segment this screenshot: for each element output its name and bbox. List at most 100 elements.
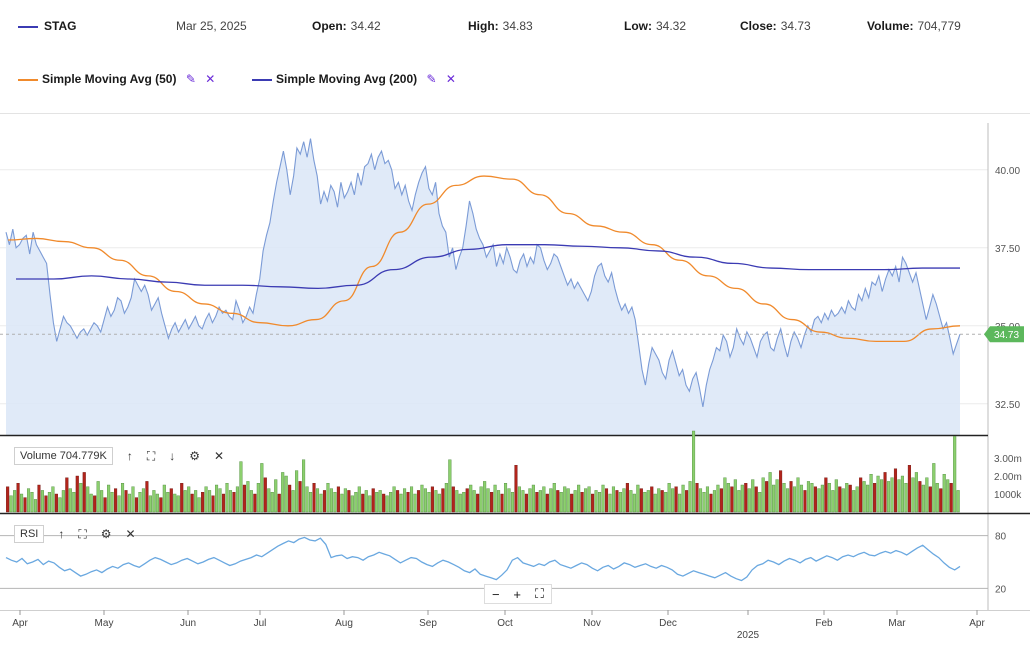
chart-header: STAG Mar 25, 2025 Open: 34.42 High: 34.83 … xyxy=(0,0,1030,110)
volume-bar xyxy=(100,490,104,513)
volume-bar xyxy=(956,490,960,513)
volume-bar xyxy=(845,483,849,513)
volume-bar xyxy=(639,488,643,513)
close-icon[interactable]: ✕ xyxy=(214,449,225,463)
volume-bar xyxy=(949,483,953,513)
volume-bar xyxy=(925,477,929,513)
volume-bar xyxy=(705,486,710,513)
volume-bar xyxy=(678,493,682,513)
volume-bar xyxy=(302,459,306,513)
volume-bar xyxy=(907,465,911,513)
rsi-toolbar: RSI ↑ ⛶ ⚙ ✕ xyxy=(14,525,150,543)
volume-bar xyxy=(862,481,866,513)
sma50-swatch xyxy=(18,78,38,81)
volume-bar xyxy=(740,484,744,513)
sma50-line xyxy=(7,175,961,343)
volume-bar xyxy=(500,493,504,513)
arrow-up-icon[interactable]: ↑ xyxy=(58,527,65,541)
volume-bar xyxy=(827,483,831,513)
volume-bar xyxy=(201,492,205,513)
date-value: Mar 25, 2025 xyxy=(176,19,247,33)
pencil-icon[interactable]: ✎ xyxy=(426,72,437,86)
volume-bar xyxy=(608,493,612,513)
volume-bar xyxy=(702,492,706,513)
volume-bar xyxy=(416,490,421,513)
volume-bar xyxy=(26,488,31,513)
volume-bar xyxy=(33,499,38,513)
volume-bar xyxy=(385,495,389,513)
x-tick-label: Jul xyxy=(254,618,267,629)
volume-bar xyxy=(469,484,473,513)
volume-bar xyxy=(20,493,24,513)
sma200-label: Simple Moving Avg (200) xyxy=(276,72,418,86)
maximize-icon[interactable]: ⛶ xyxy=(78,526,87,541)
volume-bar xyxy=(333,492,337,513)
volume-bar xyxy=(263,477,267,513)
volume-bar xyxy=(159,497,163,513)
volume-bar xyxy=(942,474,946,513)
high-label: High: xyxy=(468,19,499,33)
volume-bar xyxy=(364,490,368,513)
volume-bar xyxy=(841,488,845,513)
arrow-up-icon[interactable]: ↑ xyxy=(126,449,133,463)
volume-bar xyxy=(577,484,581,513)
last-price-badge xyxy=(984,326,1024,343)
volume-bar xyxy=(107,484,111,513)
volume-bar xyxy=(587,486,591,513)
volume-bar xyxy=(82,472,86,513)
maximize-icon[interactable]: ⛶ xyxy=(146,448,156,463)
volume-bar xyxy=(786,488,790,513)
volume-bar xyxy=(169,488,173,513)
volume-bar xyxy=(911,477,915,513)
volume-bar xyxy=(305,486,309,513)
quote-close: Close: 34.73 xyxy=(740,19,811,33)
volume-bar xyxy=(601,484,605,513)
close-icon[interactable]: ✕ xyxy=(445,72,456,86)
volume-bar xyxy=(357,486,361,513)
volume-bar xyxy=(72,492,76,513)
zoom-out-button[interactable]: − xyxy=(491,586,500,602)
volume-bar xyxy=(848,484,852,513)
close-icon[interactable]: ✕ xyxy=(205,72,216,86)
x-tick-label: Jun xyxy=(180,618,196,629)
volume-bar xyxy=(6,486,10,513)
volume-bar xyxy=(228,490,233,513)
volume-bar xyxy=(437,493,441,513)
volume-bar xyxy=(232,492,236,513)
price-line xyxy=(5,138,961,407)
gear-icon[interactable]: ⚙ xyxy=(189,449,201,463)
fit-screen-button[interactable]: ⛶ xyxy=(534,586,545,601)
price-y-tick: 40.00 xyxy=(995,166,1020,177)
arrow-down-icon[interactable]: ↓ xyxy=(169,449,176,463)
volume-bar xyxy=(650,486,654,513)
indicator-legend: Simple Moving Avg (50) ✎ ✕ Simple Moving… xyxy=(0,72,1030,90)
volume-bar xyxy=(779,470,783,513)
volume-bar xyxy=(591,493,595,513)
volume-bar xyxy=(573,490,577,513)
volume-bar xyxy=(409,486,414,513)
zoom-in-button[interactable]: + xyxy=(513,586,522,602)
volume-bar xyxy=(503,483,508,513)
volume-bar xyxy=(723,477,727,513)
pencil-icon[interactable]: ✎ xyxy=(185,72,196,86)
volume-bar xyxy=(935,483,939,513)
gear-icon[interactable]: ⚙ xyxy=(100,527,112,541)
volume-bar xyxy=(423,488,427,513)
low-value: 34.32 xyxy=(656,19,687,33)
volume-bar xyxy=(671,488,675,513)
volume-bar xyxy=(326,483,330,513)
volume-bar xyxy=(197,497,201,513)
x-tick-label: Mar xyxy=(888,618,906,629)
last-price-label: 34.73 xyxy=(994,330,1019,341)
volume-bar xyxy=(580,492,584,513)
volume-bar xyxy=(30,492,34,513)
volume-bar xyxy=(692,430,696,513)
volume-bar xyxy=(667,483,671,513)
volume-bar xyxy=(517,486,521,513)
volume-bar xyxy=(382,493,386,513)
volume-bar xyxy=(524,493,528,513)
low-label: Low: xyxy=(624,19,652,33)
volume-bar xyxy=(549,488,553,513)
close-icon[interactable]: ✕ xyxy=(125,527,136,541)
